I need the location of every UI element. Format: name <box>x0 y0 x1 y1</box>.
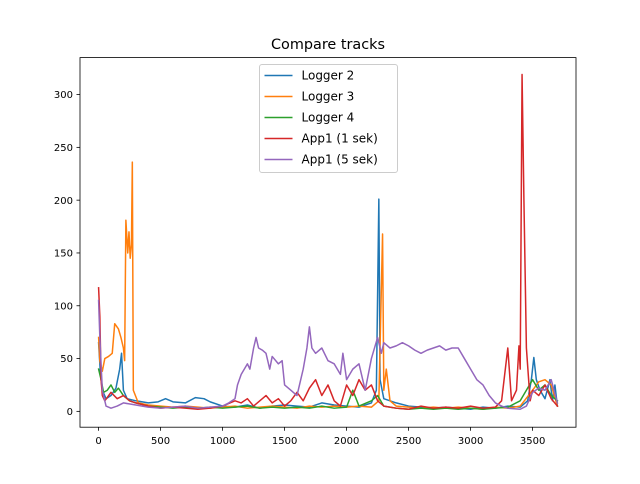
y-tick-label: 0 <box>67 407 73 418</box>
x-axis: 0 500 1000 1500 2000 2500 3000 3500 <box>95 427 545 447</box>
x-tick-label: 3500 <box>520 436 545 447</box>
y-tick-label: 50 <box>60 354 73 365</box>
y-tick-label: 250 <box>54 143 73 154</box>
y-tick-label: 150 <box>54 249 73 260</box>
x-tick-label: 500 <box>151 436 170 447</box>
x-tick-label: 1500 <box>272 436 297 447</box>
x-tick-label: 1000 <box>210 436 235 447</box>
legend-box <box>259 64 398 173</box>
legend-label-3: App1 (1 sek) <box>302 132 378 146</box>
legend: Logger 2 Logger 3 Logger 4 App1 (1 sek) App1… <box>259 64 398 173</box>
plot-frame <box>79 57 577 428</box>
legend-label-1: Logger 3 <box>302 90 355 104</box>
y-tick-label: 200 <box>54 196 73 207</box>
y-tick-label: 300 <box>54 90 73 101</box>
legend-label-4: App1 (5 sek) <box>302 153 378 167</box>
legend-label-0: Logger 2 <box>302 69 355 83</box>
legend-label-2: Logger 4 <box>302 111 355 125</box>
series-line-0 <box>97 198 559 410</box>
y-tick-label: 100 <box>54 301 73 312</box>
y-axis: 0 50 100 150 200 250 300 <box>54 90 80 418</box>
x-tick-label: 2500 <box>396 436 421 447</box>
x-tick-label: 2000 <box>334 436 359 447</box>
series-layer <box>97 73 559 410</box>
chart-title: Compare tracks <box>271 37 385 53</box>
series-line-4 <box>97 299 559 410</box>
x-tick-label: 0 <box>95 436 101 447</box>
x-tick-label: 3000 <box>458 436 483 447</box>
